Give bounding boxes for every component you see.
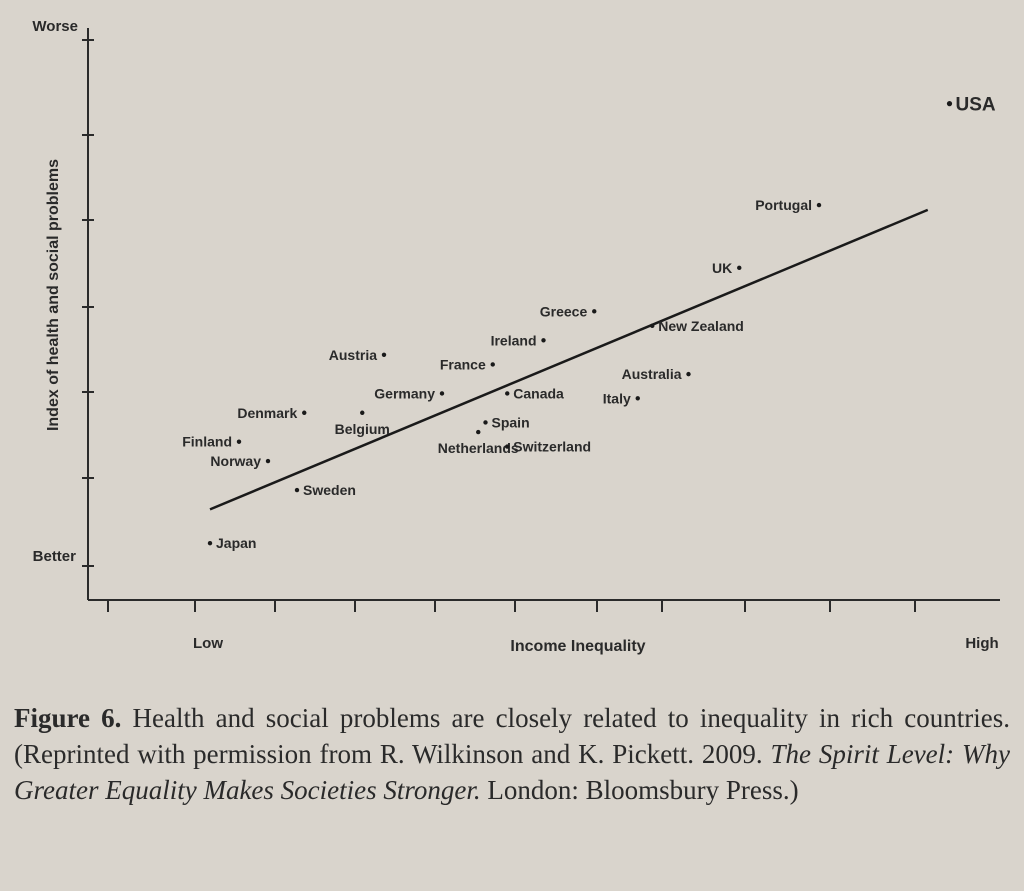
point-label-new-zealand: New Zealand — [658, 318, 744, 334]
point-label-netherlands: Netherlands — [438, 440, 519, 456]
data-points: Japan Finland Norway Denmark Sweden Belgium Au… — [182, 95, 996, 552]
point-label-switzerland: Switzerland — [513, 439, 591, 455]
scatter-chart: Japan Finland Norway Denmark Sweden Belgium Au… — [32, 18, 1000, 655]
y-axis-title: Index of health and social problems — [45, 159, 62, 431]
point-switzerland — [505, 444, 510, 449]
point-belgium — [360, 410, 365, 415]
point-label-canada: Canada — [513, 385, 564, 401]
point-label-italy: Italy — [603, 390, 631, 406]
axes — [87, 28, 1000, 601]
point-label-ireland: Ireland — [491, 332, 537, 348]
caption-text: Health and social problems are closely r… — [14, 703, 1010, 769]
point-greece — [592, 309, 597, 314]
point-label-greece: Greece — [540, 303, 588, 319]
point-ireland — [541, 338, 546, 343]
point-sweden — [294, 487, 300, 493]
trend-line — [209, 208, 929, 511]
point-label-spain: Spain — [492, 414, 530, 430]
point-label-france: France — [440, 356, 486, 372]
point-austria — [381, 352, 387, 357]
point-finland — [236, 439, 242, 444]
point-portugal — [816, 202, 822, 208]
caption-book-title: The Spirit Level: Why Greater Equality M… — [14, 739, 1010, 805]
point-canada — [505, 391, 510, 396]
point-label-australia: Australia — [622, 366, 682, 382]
x-axis-low-label: Low — [193, 635, 223, 652]
point-new-zealand — [650, 323, 655, 329]
point-italy — [635, 396, 640, 401]
caption-text-end: London: Bloomsbury Press.) — [480, 775, 799, 805]
point-label-belgium: Belgium — [335, 421, 390, 437]
point-label-portugal: Portugal — [755, 197, 812, 213]
y-axis-high-label: Worse — [32, 18, 78, 35]
figure-label: Figure 6. — [14, 703, 122, 733]
x-axis-title: Income Inequality — [510, 638, 645, 655]
point-label-denmark: Denmark — [237, 405, 297, 421]
point-norway — [265, 458, 271, 464]
point-spain — [483, 420, 488, 425]
point-germany — [439, 391, 445, 396]
point-label-germany: Germany — [374, 385, 435, 401]
x-axis-high-label: High — [965, 635, 998, 652]
x-axis-ticks — [107, 600, 916, 612]
point-label-usa: USA — [956, 95, 996, 116]
y-axis-ticks — [82, 39, 94, 567]
point-australia — [686, 371, 691, 377]
point-usa — [946, 101, 953, 107]
point-netherlands — [476, 429, 481, 435]
point-label-austria: Austria — [329, 347, 377, 363]
point-france — [490, 362, 495, 367]
point-label-sweden: Sweden — [303, 482, 356, 498]
point-denmark — [302, 410, 307, 415]
y-axis-low-label: Better — [33, 548, 77, 565]
point-japan — [207, 540, 213, 546]
point-label-finland: Finland — [182, 434, 232, 450]
point-label-norway: Norway — [210, 453, 261, 469]
figure-caption: Figure 6. Health and social problems are… — [14, 700, 1010, 808]
point-label-japan: Japan — [216, 535, 256, 551]
point-uk — [737, 265, 742, 271]
point-label-uk: UK — [712, 260, 732, 276]
